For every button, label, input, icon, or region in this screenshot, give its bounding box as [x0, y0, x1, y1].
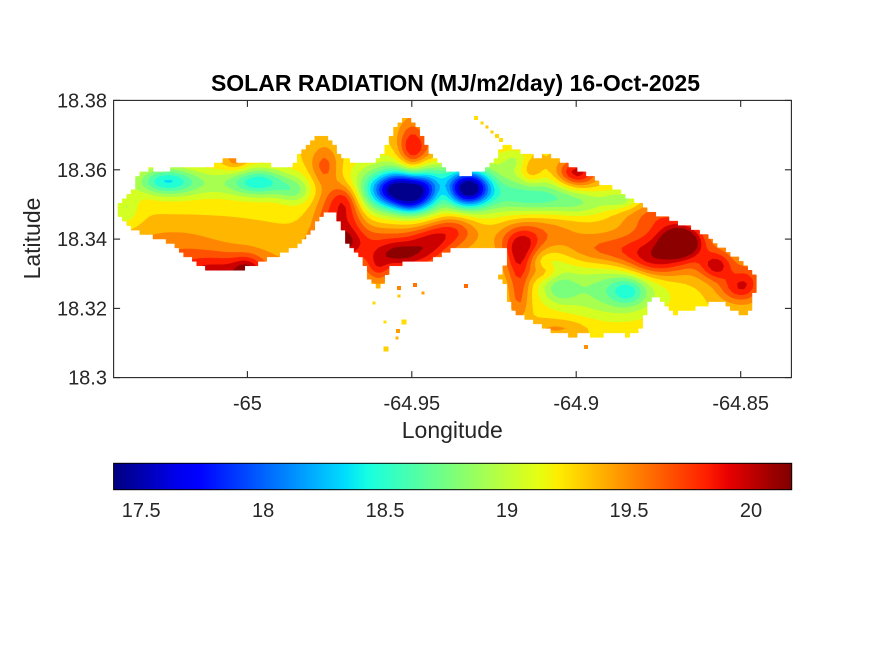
svg-text:18.36: 18.36 — [57, 160, 107, 182]
svg-text:-64.85: -64.85 — [712, 393, 769, 415]
svg-text:-64.95: -64.95 — [383, 393, 440, 415]
svg-text:Latitude: Latitude — [19, 198, 45, 280]
svg-text:20: 20 — [740, 500, 762, 522]
svg-text:18.32: 18.32 — [57, 298, 107, 320]
svg-text:18.3: 18.3 — [68, 368, 107, 390]
svg-text:18.5: 18.5 — [366, 500, 405, 522]
svg-text:Longitude: Longitude — [402, 417, 503, 443]
svg-text:-65: -65 — [233, 393, 262, 415]
svg-text:17.5: 17.5 — [122, 500, 161, 522]
svg-text:19.5: 19.5 — [610, 500, 649, 522]
svg-text:18.34: 18.34 — [57, 229, 107, 251]
svg-text:SOLAR RADIATION (MJ/m2/day) 16: SOLAR RADIATION (MJ/m2/day) 16-Oct-2025 — [211, 70, 700, 96]
svg-text:19: 19 — [496, 500, 518, 522]
svg-text:18.38: 18.38 — [57, 90, 107, 112]
svg-text:-64.9: -64.9 — [553, 393, 599, 415]
svg-text:18: 18 — [252, 500, 274, 522]
